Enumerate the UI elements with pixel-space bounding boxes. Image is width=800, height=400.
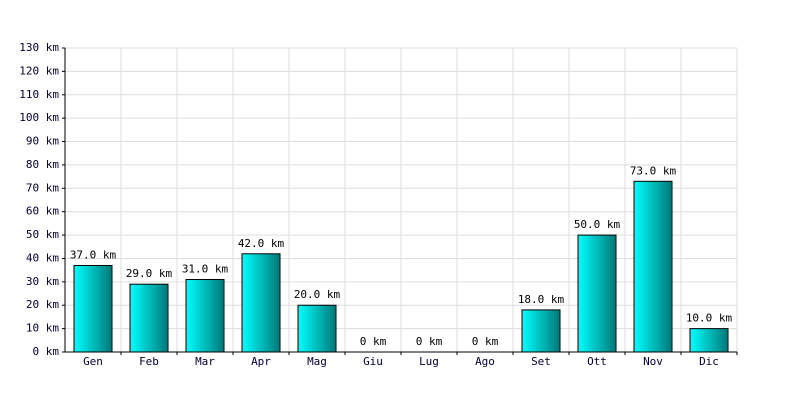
x-tick-label: Mag [307,355,327,368]
y-tick-label: 110 km [19,88,59,101]
value-label: 18.0 km [518,293,565,306]
x-tick-label: Dic [699,355,719,368]
value-label: 42.0 km [238,237,285,250]
value-label: 31.0 km [182,263,229,276]
value-label: 73.0 km [630,164,677,177]
x-tick-label: Mar [195,355,215,368]
x-tick-label: Ago [475,355,495,368]
value-label: 50.0 km [574,218,621,231]
y-tick-label: 60 km [26,205,59,218]
bar [297,304,337,353]
y-tick-label: 30 km [26,275,59,288]
y-tick-label: 40 km [26,251,59,264]
y-tick-label: 50 km [26,228,59,241]
bar [577,234,617,353]
x-tick-label: Ott [587,355,607,368]
bar [129,283,169,353]
y-tick-label: 10 km [26,322,59,335]
bar [241,253,281,353]
value-label: 37.0 km [70,248,117,261]
value-label: 10.0 km [686,312,733,325]
value-label: 0 km [360,335,387,348]
bar [633,180,673,353]
bar [689,328,729,353]
y-tick-label: 70 km [26,181,59,194]
y-tick-label: 0 km [33,345,60,358]
y-tick-label: 120 km [19,64,59,77]
y-tick-label: 20 km [26,298,59,311]
bar [73,264,113,353]
value-label: 0 km [416,335,443,348]
x-tick-label: Gen [83,355,103,368]
x-tick-label: Nov [643,355,663,368]
value-label: 20.0 km [294,288,341,301]
y-tick-label: 130 km [19,41,59,54]
x-tick-label: Apr [251,355,271,368]
value-label: 0 km [472,335,499,348]
x-tick-label: Feb [139,355,159,368]
y-tick-label: 90 km [26,135,59,148]
x-tick-label: Set [531,355,551,368]
y-tick-label: 100 km [19,111,59,124]
bar [521,309,561,353]
y-tick-label: 80 km [26,158,59,171]
x-tick-label: Lug [419,355,439,368]
bar [185,279,225,353]
x-tick-label: Giu [363,355,383,368]
value-label: 29.0 km [126,267,173,280]
